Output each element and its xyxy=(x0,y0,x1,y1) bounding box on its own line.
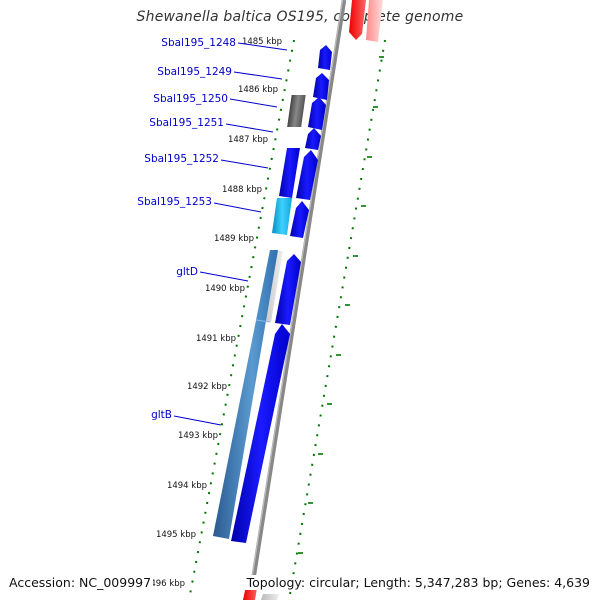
cds-arrow xyxy=(308,97,326,130)
outer-dotted-track-right xyxy=(288,39,386,600)
accession-text: Accession: NC_009997 xyxy=(7,575,154,590)
gene-label-sbal195-1248[interactable]: Sbal195_1248 xyxy=(161,37,236,49)
kbp-tick-label: 1486 kbp xyxy=(238,85,278,95)
kbp-tick-label: 1485 kbp xyxy=(242,37,282,47)
gene-leader-line xyxy=(213,202,262,213)
pseudo-gene-block xyxy=(287,95,306,127)
gene-label-sbal195-1252[interactable]: Sbal195_1252 xyxy=(144,153,219,165)
gene-leader-line xyxy=(173,415,222,426)
gene-labels[interactable]: Sbal195_1248 Sbal195_1249 Sbal195_1250 S… xyxy=(137,37,288,426)
gene-label-gltd[interactable]: gltD xyxy=(176,266,198,278)
kbp-tick-label: 1488 kbp xyxy=(222,185,262,195)
cds-arrow xyxy=(313,73,329,100)
forward-cds-track xyxy=(231,45,332,543)
genome-title: Shewanella baltica OS195, complete genom… xyxy=(136,9,464,25)
gene-leader-line xyxy=(237,42,288,51)
gene-leader-line xyxy=(225,123,274,133)
genome-summary-text: Topology: circular; Length: 5,347,283 bp… xyxy=(244,575,592,590)
silver-feature-bottom xyxy=(261,594,279,600)
kbp-tick-label: 1495 kbp xyxy=(156,530,196,540)
kbp-tick-label: 1489 kbp xyxy=(214,234,254,244)
gene-label-sbal195-1250[interactable]: Sbal195_1250 xyxy=(153,93,228,105)
cds-block-sbal195-1252 xyxy=(279,148,300,198)
cds-boundary-mark xyxy=(255,319,271,323)
cds-arrow xyxy=(318,45,332,70)
cds-arrow xyxy=(305,128,321,150)
gene-leader-line xyxy=(233,71,283,80)
kbp-tick-label: 1490 kbp xyxy=(205,284,245,294)
gene-label-sbal195-1253[interactable]: Sbal195_1253 xyxy=(137,196,212,208)
kbp-tick-label: 1496 kbp xyxy=(145,579,185,589)
gene-leader-line xyxy=(199,271,249,282)
genome-backbone-highlight xyxy=(247,0,344,600)
genome-backbone xyxy=(247,0,347,600)
gene-leader-line xyxy=(229,98,278,108)
cds-arrow xyxy=(231,324,290,543)
cds-arrow xyxy=(290,201,309,238)
red-feature-top xyxy=(349,0,366,40)
kbp-tick-label: 1493 kbp xyxy=(178,431,218,441)
cds-block-gltd-gltb xyxy=(213,250,278,539)
kbp-tick-label: 1494 kbp xyxy=(167,481,207,491)
scale-dashes xyxy=(298,56,384,554)
kbp-tick-label: 1492 kbp xyxy=(187,382,227,392)
pink-feature-top xyxy=(366,0,383,42)
gene-label-sbal195-1251[interactable]: Sbal195_1251 xyxy=(149,117,224,129)
kbp-tick-label: 1491 kbp xyxy=(196,334,236,344)
gene-label-gltb[interactable]: gltB xyxy=(151,409,172,421)
kbp-tick-labels: 1485 kbp 1486 kbp 1487 kbp 1488 kbp 1489… xyxy=(145,37,282,589)
cds-arrow xyxy=(296,150,318,200)
cds-block-sbal195-1253 xyxy=(272,198,292,235)
cds-arrow xyxy=(275,254,301,325)
gene-label-sbal195-1249[interactable]: Sbal195_1249 xyxy=(157,66,232,78)
gene-leader-line xyxy=(220,159,269,169)
kbp-tick-label: 1487 kbp xyxy=(228,135,268,145)
